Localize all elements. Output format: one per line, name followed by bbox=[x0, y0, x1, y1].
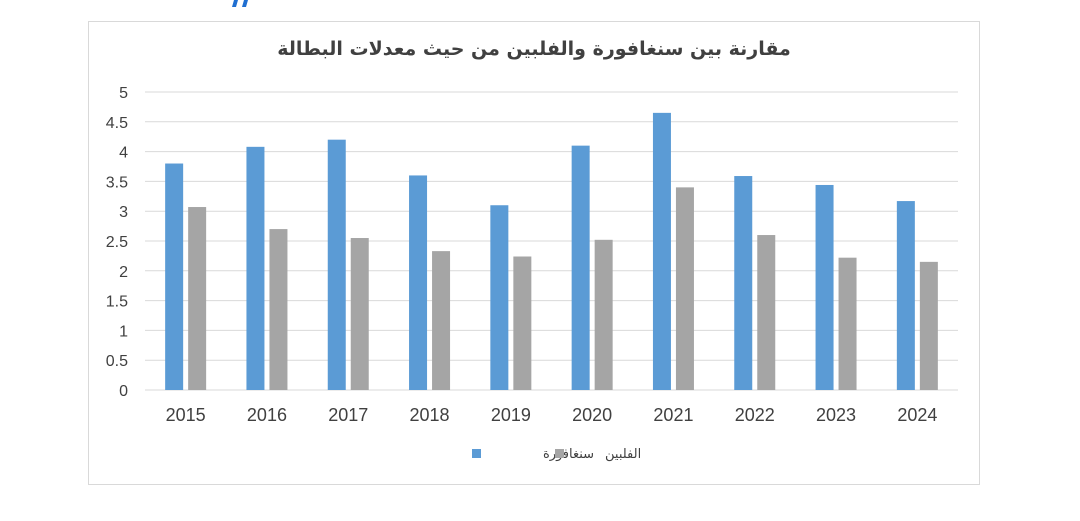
y-tick-label: 3 bbox=[119, 204, 128, 221]
bar-series-2-2016 bbox=[269, 229, 288, 390]
bar-series-2-2017 bbox=[350, 238, 369, 390]
bar-series-1-2019 bbox=[490, 205, 509, 390]
legend: سنغافورة الفلبين bbox=[472, 447, 641, 462]
y-tick-label: 4 bbox=[119, 145, 128, 162]
bar-series-1-2023 bbox=[815, 184, 834, 390]
bar-series-2-2020 bbox=[594, 239, 613, 390]
top-decoration-mark bbox=[232, 0, 248, 7]
x-tick-label: 2021 bbox=[653, 405, 693, 425]
bar-series-1-2015 bbox=[165, 163, 184, 390]
y-axis-ticks: 0 0.5 1 1.5 2 2.5 3 3.5 4 4.5 5 bbox=[106, 85, 128, 400]
x-tick-label: 2020 bbox=[572, 405, 612, 425]
bar-series-1-2020 bbox=[571, 145, 590, 390]
x-axis-ticks: 2015 2016 2017 2018 2019 2020 2021 2022 2023 2024 bbox=[166, 405, 938, 425]
bar-series-1-2021 bbox=[652, 112, 671, 391]
x-tick-label: 2024 bbox=[897, 405, 937, 425]
bar-series-1-2024 bbox=[896, 201, 915, 390]
y-tick-label: 4.5 bbox=[106, 115, 128, 132]
legend-swatch-series-2 bbox=[555, 449, 564, 458]
chart-title: مقارنة بين سنغافورة والفلبين من حيث معدل… bbox=[277, 38, 791, 60]
legend-label-series-2: الفلبين bbox=[605, 447, 641, 462]
bar-series-1-2016 bbox=[246, 146, 265, 390]
y-tick-label: 5 bbox=[119, 85, 128, 102]
y-tick-label: 1 bbox=[119, 323, 128, 340]
bar-series-1-2017 bbox=[327, 139, 346, 390]
bar-series-2-2022 bbox=[757, 235, 776, 390]
bars bbox=[165, 112, 938, 391]
x-tick-label: 2023 bbox=[816, 405, 856, 425]
y-tick-label: 1.5 bbox=[106, 294, 128, 311]
y-tick-label: 0.5 bbox=[106, 353, 128, 370]
x-tick-label: 2022 bbox=[735, 405, 775, 425]
x-tick-label: 2019 bbox=[491, 405, 531, 425]
y-tick-label: 3.5 bbox=[106, 174, 128, 191]
gridlines bbox=[145, 91, 958, 391]
legend-swatch-series-1 bbox=[472, 449, 481, 458]
bar-series-2-2019 bbox=[513, 256, 532, 390]
x-tick-label: 2017 bbox=[328, 405, 368, 425]
bar-series-2-2024 bbox=[919, 261, 938, 390]
bar-series-2-2021 bbox=[675, 187, 694, 390]
x-tick-label: 2018 bbox=[410, 405, 450, 425]
bar-series-1-2022 bbox=[734, 176, 753, 390]
legend-label-series-1: سنغافورة bbox=[543, 447, 594, 462]
x-tick-label: 2015 bbox=[166, 405, 206, 425]
bar-series-1-2018 bbox=[409, 175, 428, 390]
bar-series-2-2018 bbox=[432, 251, 451, 390]
y-tick-label: 0 bbox=[119, 383, 128, 400]
y-tick-label: 2 bbox=[119, 264, 128, 281]
y-tick-label: 2.5 bbox=[106, 234, 128, 251]
x-tick-label: 2016 bbox=[247, 405, 287, 425]
bar-series-2-2023 bbox=[838, 257, 857, 390]
bar-series-2-2015 bbox=[188, 207, 207, 390]
